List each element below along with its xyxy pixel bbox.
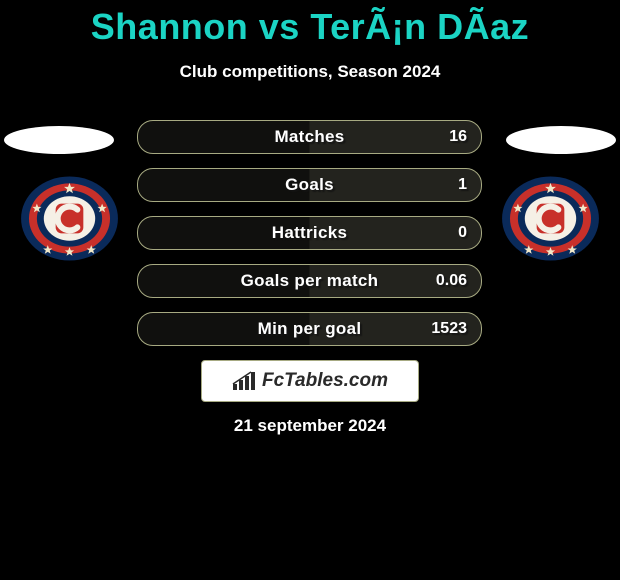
player-right-oval — [506, 126, 616, 154]
bars-icon — [232, 371, 258, 391]
stat-row-gpm: Goals per match 0.06 — [137, 264, 482, 298]
brand-box: FcTables.com — [201, 360, 419, 402]
stat-row-mpg: Min per goal 1523 — [137, 312, 482, 346]
infographic-canvas: Shannon vs TerÃ¡n DÃ­az Club competition… — [0, 6, 620, 580]
stat-label: Goals per match — [138, 265, 481, 297]
stat-value-right: 0 — [458, 217, 467, 249]
team-logo-right — [501, 176, 600, 261]
brand-text: FcTables.com — [262, 370, 388, 392]
stat-value-right: 16 — [449, 121, 467, 153]
stat-label: Matches — [138, 121, 481, 153]
page-subtitle: Club competitions, Season 2024 — [0, 62, 620, 82]
stat-row-hattricks: Hattricks 0 — [137, 216, 482, 250]
stat-label: Goals — [138, 169, 481, 201]
stat-row-matches: Matches 16 — [137, 120, 482, 154]
date-text: 21 september 2024 — [0, 416, 620, 436]
team-logo-left — [20, 176, 119, 261]
stat-row-goals: Goals 1 — [137, 168, 482, 202]
page-title: Shannon vs TerÃ¡n DÃ­az — [0, 6, 620, 48]
content-area: Matches 16 Goals 1 Hattricks 0 Goals per… — [0, 120, 620, 340]
stat-value-right: 1523 — [431, 313, 467, 345]
player-left-oval — [4, 126, 114, 154]
stat-label: Hattricks — [138, 217, 481, 249]
stat-value-right: 0.06 — [436, 265, 467, 297]
stat-value-right: 1 — [458, 169, 467, 201]
stat-label: Min per goal — [138, 313, 481, 345]
stat-rows: Matches 16 Goals 1 Hattricks 0 Goals per… — [137, 120, 482, 360]
